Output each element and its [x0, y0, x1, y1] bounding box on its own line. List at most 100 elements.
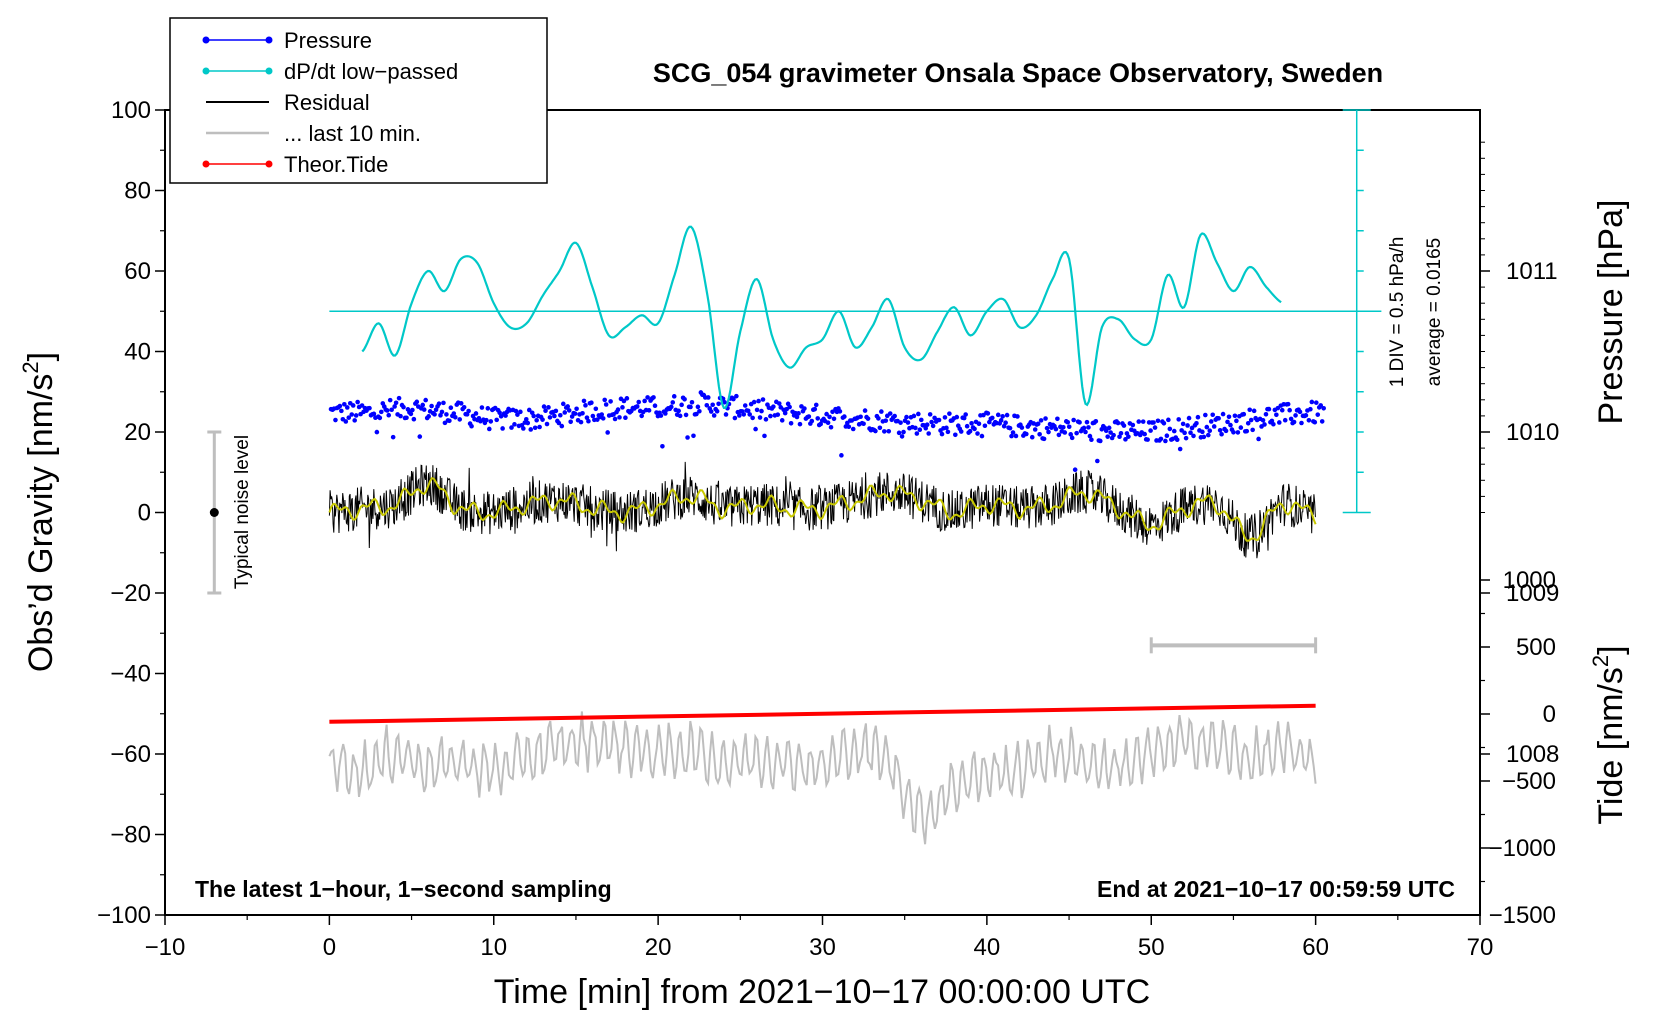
pressure-point	[432, 412, 437, 417]
pressure-point	[918, 417, 924, 423]
pressure-point	[595, 417, 600, 422]
pressure-point	[757, 415, 763, 420]
pressure-point	[1103, 428, 1109, 433]
tide-tick-label: 1000	[1503, 567, 1556, 594]
pressure-point	[1251, 408, 1257, 414]
pressure-point	[1166, 417, 1171, 423]
pressure-point	[1312, 419, 1318, 425]
residual-smoothed-line	[328, 477, 1317, 542]
pressure-point	[697, 408, 702, 414]
pressure-point	[457, 417, 463, 422]
pressure-point	[1115, 420, 1121, 426]
pressure-point	[964, 423, 970, 429]
pressure-point	[1262, 422, 1267, 427]
pressure-point	[899, 434, 905, 439]
legend-marker-pressure-2	[265, 36, 273, 44]
pressure-point	[1158, 436, 1164, 442]
tide-tick-label: 0	[1543, 701, 1556, 728]
pressure-point	[745, 408, 751, 414]
pressure-point	[1084, 419, 1090, 425]
pressure-point	[1035, 421, 1041, 427]
pressure-point	[1226, 414, 1232, 420]
chart-title: SCG_054 gravimeter Onsala Space Observat…	[653, 58, 1383, 88]
pressure-point	[352, 418, 357, 423]
pressure-tick-label: 1010	[1506, 419, 1559, 446]
plot-frame	[164, 109, 1481, 916]
pressure-point	[1053, 426, 1059, 432]
pressure-point	[682, 397, 687, 402]
pressure-point	[827, 414, 832, 420]
pressure-point	[639, 413, 644, 419]
pressure-point	[615, 407, 621, 412]
pressure-point	[1191, 433, 1196, 439]
pressure-point	[553, 408, 559, 414]
tide-tick-label: −500	[1502, 768, 1556, 795]
pressure-point	[509, 425, 514, 430]
pressure-point	[982, 423, 988, 429]
pressure-point	[546, 405, 551, 410]
pressure-point	[1161, 420, 1167, 426]
pressure-point	[487, 426, 492, 432]
pressure-point	[1072, 467, 1078, 473]
pressure-point	[917, 427, 923, 432]
pressure-point	[410, 407, 415, 413]
pressure-point	[353, 413, 359, 418]
noise-level-label: Typical noise level	[232, 435, 253, 589]
pressure-point	[523, 416, 529, 422]
pressure-point	[1097, 438, 1103, 444]
legend-label-tide: Theor.Tide	[284, 152, 388, 177]
pressure-point	[828, 424, 834, 430]
pressure-point	[901, 429, 906, 435]
end-time-annotation: End at 2021−10−17 00:59:59 UTC	[1097, 876, 1455, 902]
pressure-point	[1013, 433, 1019, 439]
axes-layer: −10 0 10 20 30 40 50 60 70−100−80−60−40−20020406…	[97, 97, 1559, 961]
pressure-point	[1111, 432, 1116, 438]
pressure-point	[815, 416, 821, 421]
pressure-point	[651, 395, 656, 400]
x-tick-label: 40	[974, 934, 1001, 961]
pressure-point	[488, 419, 494, 424]
pressure-point	[337, 403, 343, 409]
pressure-point	[583, 403, 588, 408]
pressure-point	[349, 412, 355, 417]
pressure-point	[954, 414, 960, 420]
pressure-point	[593, 406, 599, 412]
pressure-point	[1238, 425, 1244, 430]
pressure-point	[1321, 405, 1326, 411]
pressure-point	[398, 413, 403, 419]
pressure-point	[846, 424, 852, 430]
pressure-point	[858, 414, 863, 420]
pressure-point	[1056, 432, 1062, 438]
pressure-point	[386, 412, 392, 418]
pressure-point	[451, 411, 457, 416]
tide-line	[329, 703, 1316, 724]
pressure-point	[1303, 413, 1309, 418]
pressure-point	[1287, 407, 1292, 413]
pressure-point	[1163, 438, 1168, 444]
pressure-point	[963, 412, 968, 417]
pressure-point	[930, 423, 936, 429]
pressure-point	[1167, 426, 1173, 432]
pressure-point	[1223, 428, 1229, 434]
pressure-point	[1271, 421, 1276, 427]
pressure-point	[1250, 427, 1255, 433]
pressure-point	[1188, 430, 1193, 436]
pressure-point	[531, 413, 536, 419]
pressure-point	[1219, 431, 1224, 437]
x-tick-label: 50	[1138, 934, 1165, 961]
pressure-point	[1201, 434, 1207, 440]
pressure-point	[1095, 458, 1100, 464]
pressure-point	[760, 397, 766, 402]
pressure-point	[961, 415, 967, 421]
pressure-point	[580, 410, 585, 416]
pressure-point	[1276, 420, 1282, 425]
y-tick-label: −20	[110, 580, 151, 607]
pressure-point	[605, 430, 610, 435]
pressure-point	[751, 399, 757, 405]
pressure-point	[1065, 419, 1071, 425]
pressure-point	[865, 416, 871, 421]
pressure-point	[1185, 423, 1190, 428]
pressure-point	[624, 396, 630, 401]
pressure-point	[771, 404, 776, 409]
